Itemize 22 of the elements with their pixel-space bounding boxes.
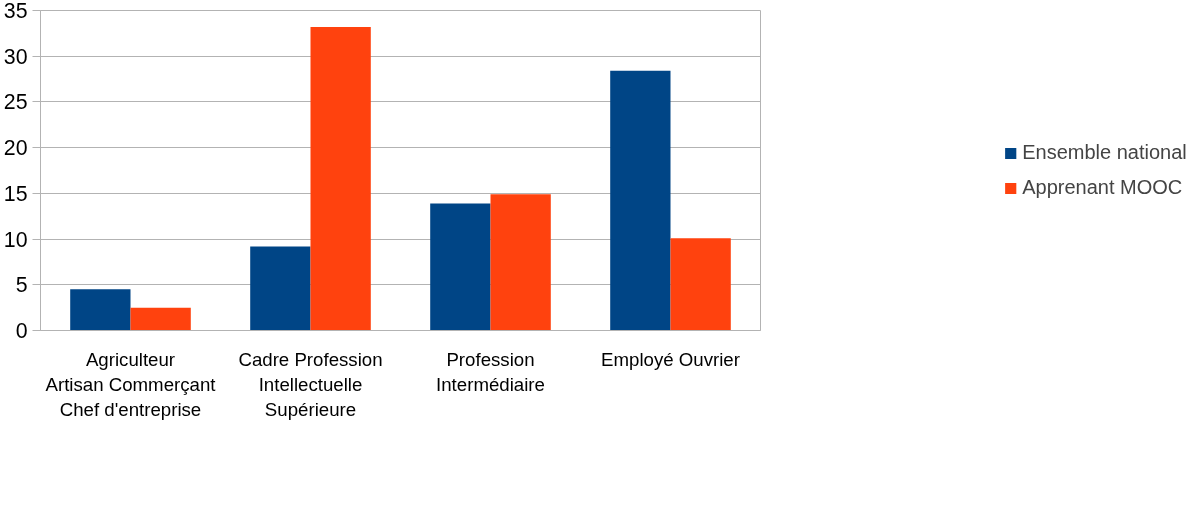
- bar: [490, 194, 551, 331]
- bar: [70, 289, 131, 331]
- x-tick-label: Employé Ouvrier: [601, 348, 740, 370]
- y-tick-label: 5: [15, 273, 28, 298]
- bar: [250, 246, 311, 331]
- legend-label: Ensemble national: [1022, 141, 1187, 164]
- y-tick-label: 25: [3, 90, 28, 115]
- bar: [670, 238, 731, 331]
- y-tick-label: 30: [3, 44, 28, 69]
- y-tick-label: 10: [3, 227, 28, 252]
- legend-label: Apprenant MOOC: [1022, 176, 1183, 199]
- bar: [610, 70, 671, 331]
- y-tick-label: 35: [3, 0, 28, 23]
- y-tick-label: 0: [15, 319, 28, 343]
- bar: [130, 307, 191, 331]
- x-tick-label: Agriculteur Artisan Commerçant Chef d'entreprise: [45, 348, 217, 420]
- x-tick-label: Profession Intermédiaire: [436, 348, 545, 395]
- y-tick-label: 20: [3, 136, 28, 161]
- bar: [310, 26, 371, 331]
- x-tick-label: Cadre Profession Intellectuelle Supérieure: [238, 348, 383, 420]
- bar: [430, 203, 491, 331]
- y-tick-label: 15: [3, 181, 28, 206]
